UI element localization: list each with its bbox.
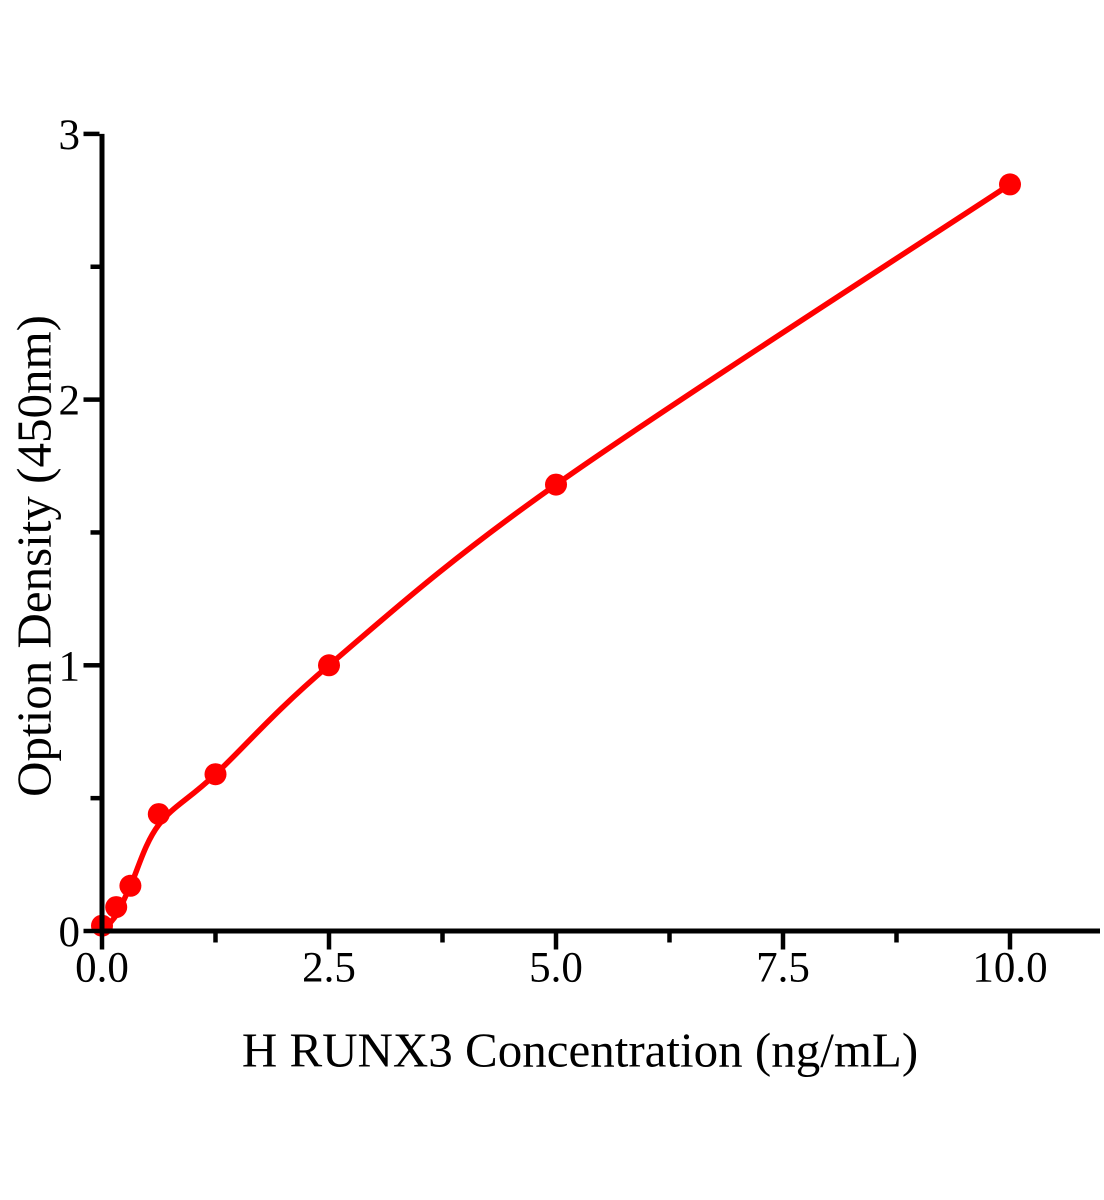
y-tick-label: 2 bbox=[59, 378, 81, 425]
data-point bbox=[318, 654, 340, 677]
x-tick-label: 0.0 bbox=[75, 945, 129, 992]
data-point bbox=[105, 896, 128, 919]
data-point bbox=[545, 473, 567, 496]
fit-curve bbox=[99, 181, 1013, 934]
data-point bbox=[204, 763, 227, 786]
x-tick-label: 10.0 bbox=[972, 945, 1047, 992]
data-point bbox=[147, 803, 170, 826]
data-point bbox=[119, 874, 142, 897]
x-axis-title: H RUNX3 Concentration (ng/mL) bbox=[241, 1022, 919, 1078]
y-tick-label: 0 bbox=[59, 909, 81, 956]
x-tick-label: 5.0 bbox=[529, 945, 583, 992]
y-axis-title: Option Density (450nm) bbox=[6, 315, 62, 797]
y-tick-label: 3 bbox=[59, 112, 81, 159]
data-point bbox=[999, 173, 1021, 196]
x-tick-label: 7.5 bbox=[756, 945, 810, 992]
x-tick-label: 2.5 bbox=[302, 945, 356, 992]
y-tick-label: 1 bbox=[59, 643, 81, 690]
